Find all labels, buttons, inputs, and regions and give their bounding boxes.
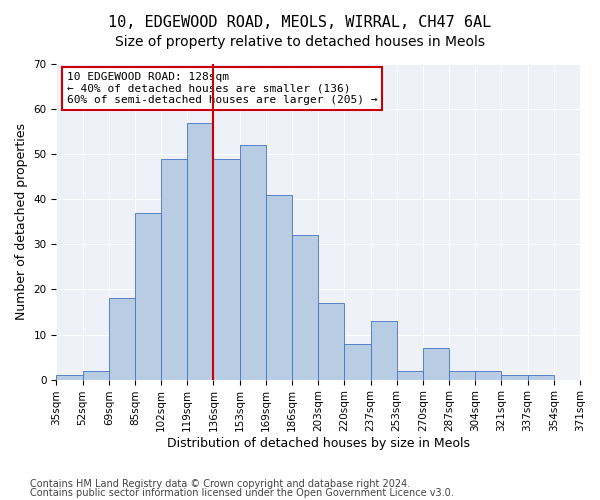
Bar: [292, 236, 318, 380]
Text: Contains public sector information licensed under the Open Government Licence v3: Contains public sector information licen…: [30, 488, 454, 498]
Text: 10, EDGEWOOD ROAD, MEOLS, WIRRAL, CH47 6AL: 10, EDGEWOOD ROAD, MEOLS, WIRRAL, CH47 6…: [109, 15, 491, 30]
Bar: [161, 158, 187, 380]
Bar: [266, 194, 292, 380]
Bar: [239, 145, 266, 380]
Text: 10 EDGEWOOD ROAD: 128sqm
← 40% of detached houses are smaller (136)
60% of semi-: 10 EDGEWOOD ROAD: 128sqm ← 40% of detach…: [67, 72, 377, 105]
Bar: [187, 122, 214, 380]
Y-axis label: Number of detached properties: Number of detached properties: [15, 124, 28, 320]
X-axis label: Distribution of detached houses by size in Meols: Distribution of detached houses by size …: [167, 437, 470, 450]
Bar: [344, 344, 371, 380]
Bar: [502, 375, 527, 380]
Bar: [135, 213, 161, 380]
Bar: [214, 158, 239, 380]
Bar: [423, 348, 449, 380]
Bar: [56, 375, 83, 380]
Text: Size of property relative to detached houses in Meols: Size of property relative to detached ho…: [115, 35, 485, 49]
Bar: [475, 370, 502, 380]
Text: Contains HM Land Registry data © Crown copyright and database right 2024.: Contains HM Land Registry data © Crown c…: [30, 479, 410, 489]
Bar: [83, 370, 109, 380]
Bar: [527, 375, 554, 380]
Bar: [318, 303, 344, 380]
Bar: [449, 370, 475, 380]
Bar: [109, 298, 135, 380]
Bar: [371, 321, 397, 380]
Bar: [397, 370, 423, 380]
